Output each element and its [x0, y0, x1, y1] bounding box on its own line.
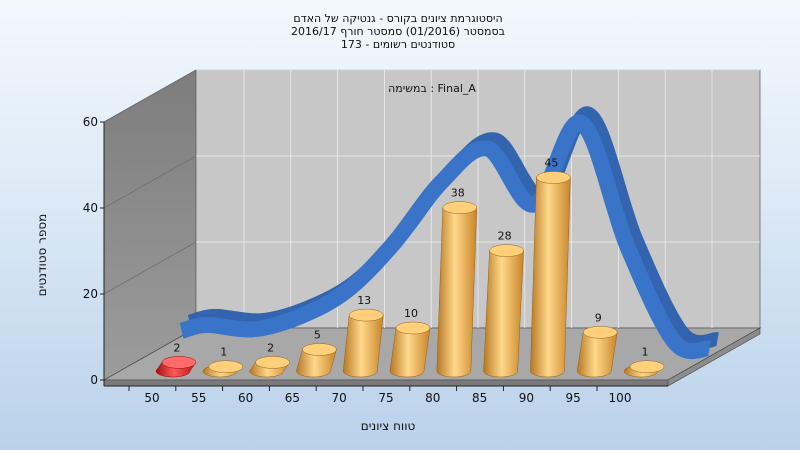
- x-tick-label: 100: [609, 391, 632, 405]
- bar-value-label: 9: [595, 311, 602, 324]
- x-tick-label: 80: [425, 391, 440, 405]
- x-tick-label: 75: [378, 391, 393, 405]
- bar-80: 38: [436, 187, 478, 378]
- bar-top: [629, 360, 665, 373]
- bar-top: [582, 326, 618, 339]
- x-tick-label: 70: [332, 391, 347, 405]
- bar-60: 2: [249, 341, 291, 378]
- bar-value-label: 10: [404, 307, 418, 320]
- chart-title: היסטוגרמת ציונים בקורס - גנטיקה של האדם …: [291, 12, 505, 51]
- bar-value-label: 1: [220, 346, 227, 359]
- y-tick-label: 60: [83, 115, 98, 129]
- x-tick-label: 90: [519, 391, 534, 405]
- bar-100: 1: [623, 346, 665, 378]
- bar-value-label: 1: [642, 346, 649, 359]
- x-tick-label: 50: [144, 391, 159, 405]
- title-line-1: היסטוגרמת ציונים בקורס - גנטיקה של האדם: [293, 12, 502, 25]
- bar-value-label: 45: [544, 157, 558, 170]
- title-line-3: סטודנטים רשומים - 173: [341, 38, 455, 51]
- curve-ribbon: [179, 114, 711, 360]
- bar-top: [161, 356, 197, 369]
- grid-line-side: [103, 69, 197, 123]
- bar-top: [302, 343, 337, 356]
- bar-value-label: 28: [498, 230, 512, 243]
- distribution-curve: [179, 106, 719, 360]
- x-axis-title: טווח ציונים: [361, 419, 416, 433]
- bar-body: [342, 314, 384, 378]
- bar-body: [436, 207, 478, 378]
- x-tick-label: 60: [238, 391, 253, 405]
- bar-value-label: 38: [451, 187, 465, 200]
- bar-body: [483, 250, 524, 378]
- bars: 2 1 2 5 13 10 38 28 45 9 1: [155, 157, 665, 378]
- title-line-2: בסמסטר (01/2016) סמסטר חורף 2016/17: [291, 25, 505, 38]
- bar-top: [255, 356, 290, 369]
- bar-50: 2: [155, 341, 197, 378]
- plot-box: [102, 69, 762, 387]
- bar-top: [208, 360, 244, 373]
- bar-70: 13: [342, 294, 384, 378]
- bar-value-label: 5: [314, 329, 321, 342]
- x-tick-label: 65: [285, 391, 300, 405]
- grid-line-side: [103, 155, 197, 209]
- x-tick-label: 85: [472, 391, 487, 405]
- bar-body: [576, 332, 618, 378]
- y-axis-title: מספר סטודנטים: [35, 214, 49, 297]
- bar-body: [296, 349, 337, 378]
- side-wall: [103, 69, 197, 381]
- bar-body: [389, 327, 431, 378]
- bar-75: 10: [389, 307, 431, 378]
- bar-body: [530, 177, 571, 378]
- bar-value-label: 13: [357, 294, 371, 307]
- bar-90: 45: [530, 157, 571, 378]
- x-tick-label: 95: [566, 391, 581, 405]
- y-tick-label: 40: [83, 201, 98, 215]
- bar-value-label: 2: [174, 341, 181, 354]
- bar-55: 1: [202, 346, 244, 378]
- bar-95: 9: [576, 311, 618, 378]
- bar-value-label: 2: [267, 341, 274, 354]
- bar-top: [348, 308, 384, 322]
- bar-top: [536, 171, 571, 184]
- bar-top: [442, 201, 478, 214]
- bar-85: 28: [483, 230, 524, 378]
- floor-right-edge: [667, 327, 761, 387]
- floor-front-edge: [103, 379, 669, 387]
- bar-top: [395, 321, 431, 335]
- y-tick-label: 20: [83, 287, 98, 301]
- grid-line-side: [103, 241, 197, 295]
- task-annotation: במשימה : Final_A: [388, 82, 476, 95]
- x-tick-label: 55: [191, 391, 206, 405]
- y-tick-label: 0: [90, 373, 98, 387]
- bar-65: 5: [296, 329, 337, 378]
- bar-top: [489, 244, 524, 257]
